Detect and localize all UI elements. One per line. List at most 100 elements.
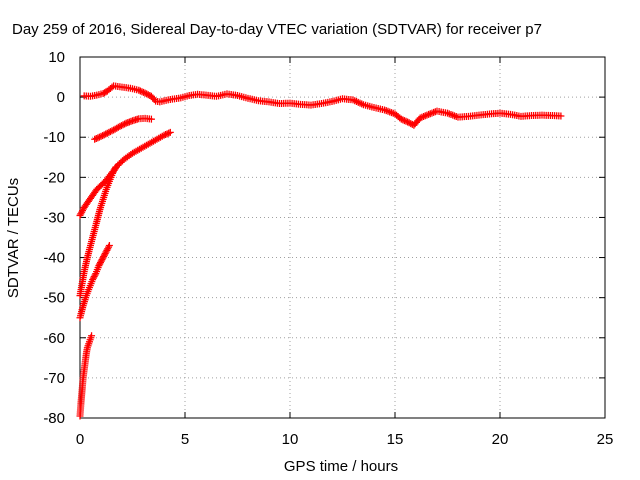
data-point	[105, 243, 113, 251]
data-point	[405, 119, 413, 127]
chart-title: Day 259 of 2016, Sidereal Day-to-day VTE…	[12, 21, 542, 38]
data-point	[77, 210, 85, 218]
data-point	[108, 83, 116, 91]
data-point	[138, 88, 146, 96]
grid	[80, 57, 605, 418]
data-point	[423, 111, 431, 119]
data-point	[135, 86, 143, 94]
y-tick-label: -80	[43, 410, 65, 427]
data-point	[103, 246, 111, 254]
data-point	[89, 274, 97, 282]
data-point	[166, 128, 174, 136]
data-points	[76, 82, 565, 420]
x-tick-label: 25	[597, 431, 614, 448]
data-point	[97, 132, 105, 140]
y-tick-label: -60	[43, 330, 65, 347]
data-point	[136, 87, 144, 95]
data-point	[97, 257, 105, 265]
data-point	[117, 158, 125, 166]
data-point	[402, 117, 410, 125]
data-point	[101, 250, 109, 258]
x-axis-title: GPS time / hours	[284, 458, 398, 475]
data-point	[105, 242, 113, 250]
y-tick-label: -70	[43, 370, 65, 387]
data-point	[557, 112, 565, 120]
data-point	[96, 260, 104, 268]
plot-frame	[79, 56, 606, 419]
data-point	[96, 259, 104, 267]
data-point	[99, 132, 107, 140]
y-tick-label: 10	[48, 49, 65, 66]
y-axis-title: SDTVAR / TECUs	[5, 178, 22, 298]
x-tick-label: 10	[282, 431, 299, 448]
data-point	[100, 253, 108, 261]
y-tick-label: -20	[43, 169, 65, 186]
data-point	[103, 129, 111, 137]
data-point	[165, 129, 173, 137]
data-point	[163, 130, 171, 138]
tick-labels: 0 5 10 15 20 25 -80 -70 -60 -50 -40 -30 -20 -10 0 10	[43, 49, 613, 448]
data-point	[160, 131, 168, 139]
data-point	[109, 168, 117, 176]
data-point	[91, 135, 99, 143]
data-point	[147, 115, 155, 123]
data-point	[102, 248, 110, 256]
y-tick-label: -10	[43, 129, 65, 146]
series-low-arc	[76, 242, 113, 322]
x-tick-label: 15	[387, 431, 404, 448]
data-point	[418, 113, 426, 121]
y-tick-label: -50	[43, 290, 65, 307]
data-point	[110, 166, 118, 174]
data-point	[106, 128, 114, 136]
data-point	[92, 135, 100, 143]
data-point	[89, 276, 97, 284]
data-point	[78, 208, 86, 216]
data-point	[76, 211, 84, 219]
data-point	[144, 91, 152, 99]
data-point	[109, 169, 117, 177]
data-point	[99, 254, 107, 262]
data-point	[95, 262, 103, 270]
data-point	[116, 122, 124, 130]
series-rising-arc	[76, 128, 174, 219]
series-steep-arc	[76, 163, 120, 300]
series-main-track	[80, 82, 565, 129]
data-point	[98, 256, 106, 264]
data-point	[94, 134, 102, 142]
data-point	[400, 117, 408, 125]
data-point	[105, 128, 113, 136]
data-point	[112, 163, 120, 171]
data-point	[162, 131, 170, 139]
data-point	[420, 113, 428, 121]
data-point	[115, 160, 123, 168]
data-point	[100, 251, 108, 259]
series-upper-arc	[91, 114, 155, 143]
data-point	[104, 245, 112, 253]
data-point	[100, 131, 108, 139]
data-point	[143, 90, 151, 98]
data-point	[102, 130, 110, 138]
data-point	[88, 332, 96, 340]
data-point	[119, 121, 127, 129]
series-tail	[76, 332, 96, 420]
axis-ticks	[79, 56, 606, 419]
data-point	[421, 112, 429, 120]
x-tick-label: 5	[181, 431, 189, 448]
data-point	[140, 88, 148, 96]
data-point	[90, 273, 98, 281]
data-point	[141, 89, 149, 97]
data-point	[117, 122, 125, 130]
data-point	[79, 207, 87, 215]
y-tick-label: 0	[57, 89, 65, 106]
data-point	[91, 271, 99, 279]
data-point	[404, 118, 412, 126]
x-tick-label: 0	[76, 431, 84, 448]
x-tick-label: 20	[492, 431, 509, 448]
data-point	[111, 165, 119, 173]
y-tick-label: -30	[43, 209, 65, 226]
data-point	[121, 120, 129, 128]
data-point	[95, 133, 103, 141]
data-point	[399, 116, 407, 124]
y-tick-label: -40	[43, 250, 65, 267]
